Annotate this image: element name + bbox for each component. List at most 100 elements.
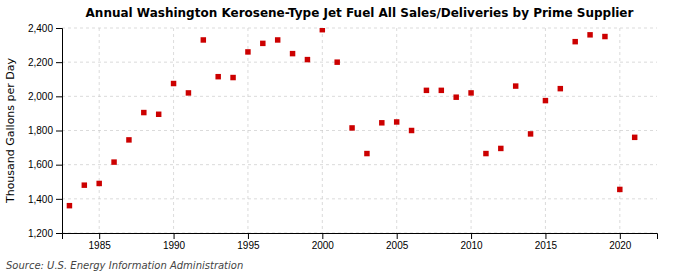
tick-mark bbox=[248, 233, 249, 239]
tick-label: 1,400 bbox=[28, 194, 53, 205]
point bbox=[483, 151, 488, 156]
tick: 2,000 bbox=[28, 91, 62, 102]
point bbox=[632, 135, 637, 140]
grid-line bbox=[322, 28, 323, 233]
tick-label: 2015 bbox=[535, 240, 558, 251]
grid-line bbox=[247, 28, 248, 233]
point bbox=[587, 32, 592, 37]
chart: 1985 1990 1995 2000 2005 2010 2015 2020 1,200 1,4… bbox=[0, 0, 675, 275]
point bbox=[602, 34, 607, 39]
point bbox=[528, 131, 533, 136]
tick-label: 1,800 bbox=[28, 125, 53, 136]
tick-mark bbox=[397, 233, 398, 239]
grid-line bbox=[62, 62, 657, 63]
tick: 1,800 bbox=[28, 125, 62, 136]
point bbox=[498, 146, 503, 151]
tick-mark bbox=[620, 233, 621, 239]
tick: 2000 bbox=[312, 233, 335, 251]
point bbox=[439, 88, 444, 93]
tick-label: 1995 bbox=[237, 240, 260, 251]
point bbox=[394, 119, 399, 124]
tick-mark bbox=[174, 233, 175, 239]
point bbox=[543, 98, 548, 103]
tick: 1,200 bbox=[28, 228, 62, 239]
grid-line bbox=[62, 96, 657, 97]
tick-mark bbox=[545, 233, 546, 239]
tick-mark bbox=[56, 199, 62, 200]
point bbox=[349, 125, 354, 130]
point bbox=[513, 83, 518, 88]
point bbox=[171, 81, 176, 86]
tick-label: 2,200 bbox=[28, 57, 53, 68]
title: Annual Washington Kerosene-Type Jet Fuel… bbox=[86, 6, 634, 20]
tick-mark bbox=[56, 96, 62, 97]
tick: 1985 bbox=[89, 233, 112, 251]
point bbox=[186, 90, 191, 95]
tick-mark bbox=[99, 233, 100, 239]
point bbox=[290, 51, 295, 56]
tick-label: 2000 bbox=[312, 240, 335, 251]
point bbox=[558, 86, 563, 91]
point bbox=[67, 203, 72, 208]
tick: 1,600 bbox=[28, 159, 62, 170]
y-axis-label: Thousand Gallons per Day bbox=[4, 57, 17, 204]
grid-line bbox=[62, 164, 657, 165]
y-axis: 1,200 1,400 1,600 1,800 2,000 2,200 2,400 bbox=[28, 23, 63, 239]
point bbox=[320, 28, 325, 32]
point bbox=[617, 187, 622, 192]
tick-mark bbox=[322, 233, 323, 239]
point bbox=[409, 128, 414, 133]
tick-label: 2010 bbox=[460, 240, 483, 251]
axis-line bbox=[63, 234, 658, 240]
point bbox=[275, 37, 280, 42]
tick-mark bbox=[56, 28, 62, 29]
tick-label: 1,200 bbox=[28, 228, 53, 239]
tick-mark bbox=[56, 131, 62, 132]
point bbox=[468, 90, 473, 95]
tick-label: 2020 bbox=[609, 240, 632, 251]
tick: 1,400 bbox=[28, 194, 62, 205]
point bbox=[96, 181, 101, 186]
tick-mark bbox=[56, 62, 62, 63]
tick-mark bbox=[56, 165, 62, 166]
point bbox=[572, 39, 577, 44]
point bbox=[305, 57, 310, 62]
tick-label: 2005 bbox=[386, 240, 409, 251]
point bbox=[156, 112, 161, 117]
tick-label: 2,400 bbox=[28, 23, 53, 34]
point bbox=[82, 182, 87, 187]
point bbox=[141, 110, 146, 115]
annotation: Source: U.S. Energy Information Administ… bbox=[6, 260, 243, 271]
axis-line bbox=[56, 29, 63, 234]
tick: 2,400 bbox=[28, 23, 62, 34]
grid-line bbox=[62, 198, 657, 199]
point bbox=[424, 88, 429, 93]
grid-line bbox=[173, 28, 174, 233]
tick: 2005 bbox=[386, 233, 409, 251]
point bbox=[230, 75, 235, 80]
tick-label: 1990 bbox=[163, 240, 186, 251]
point bbox=[379, 120, 384, 125]
point bbox=[111, 159, 116, 164]
tick-label: 2,000 bbox=[28, 91, 53, 102]
tick-mark bbox=[471, 233, 472, 239]
tick: 2,200 bbox=[28, 57, 62, 68]
point bbox=[215, 74, 220, 79]
point bbox=[201, 37, 206, 42]
plot-area: 1985 1990 1995 2000 2005 2010 2015 2020 1,200 1,4… bbox=[28, 23, 658, 251]
tick-label: 1,600 bbox=[28, 159, 53, 170]
grid-line bbox=[545, 28, 546, 233]
tick-mark bbox=[56, 233, 62, 234]
point bbox=[453, 94, 458, 99]
tick: 1995 bbox=[237, 233, 260, 251]
tick-label: 1985 bbox=[89, 240, 112, 251]
grid-line bbox=[62, 130, 657, 131]
points bbox=[67, 28, 638, 208]
tick: 2010 bbox=[460, 233, 483, 251]
grid bbox=[62, 28, 657, 233]
point bbox=[334, 59, 339, 64]
point bbox=[245, 49, 250, 54]
tick: 2015 bbox=[535, 233, 558, 251]
tick: 2020 bbox=[609, 233, 632, 251]
point bbox=[364, 151, 369, 156]
